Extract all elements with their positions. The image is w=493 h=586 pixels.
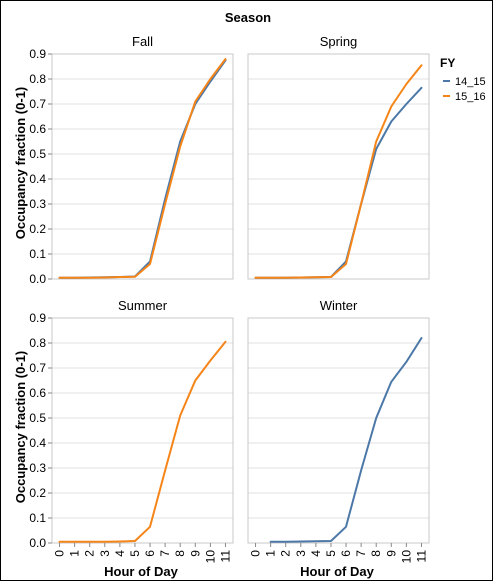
x-tick-label: 6 (143, 550, 157, 557)
x-tick-label: 9 (188, 550, 202, 557)
y-tick-label: 0.0 (29, 272, 46, 286)
panel-frame (51, 317, 234, 544)
x-tick-label: 5 (324, 550, 338, 557)
y-tick-label: 0.9 (29, 311, 46, 325)
series-line-15-16 (58, 58, 227, 279)
panel-title: Winter (320, 298, 358, 313)
x-axis-label-right: Hour of Day (300, 564, 374, 579)
x-tick-label: 7 (158, 550, 172, 557)
legend-title: FY (440, 56, 455, 70)
series-line-15-16 (58, 340, 227, 543)
y-tick-label: 0.9 (29, 47, 46, 61)
y-tick-label: 0.2 (29, 222, 46, 236)
y-tick-label: 0.7 (29, 97, 46, 111)
panel-frame (247, 53, 430, 280)
x-tick-label: 3 (98, 550, 112, 557)
x-tick-label: 4 (309, 550, 323, 557)
y-tick-label: 0.8 (29, 72, 46, 86)
panel-fall: Fall 0.0 0.1 0.2 0.3 0.4 0.5 0.6 0.7 0.8 0.9 (29, 34, 234, 286)
y-tick-label: 0.1 (29, 511, 46, 525)
x-tick-label: 2 (83, 550, 97, 557)
panel-title: Summer (118, 298, 168, 313)
panel-winter: Winter 0 1 2 3 4 5 6 7 8 9 10 11 (247, 298, 430, 564)
y-tick-label: 0.5 (29, 147, 46, 161)
x-tick-label: 8 (173, 550, 187, 557)
x-tick-label: 11 (218, 550, 232, 563)
x-tick-label: 9 (384, 550, 398, 557)
series-line-14-15 (269, 337, 423, 543)
x-tick-label: 7 (354, 550, 368, 557)
x-tick-label: 10 (203, 550, 217, 564)
x-tick-label: 0 (53, 550, 67, 557)
panel-title: Spring (320, 34, 358, 49)
facet-title: Season (225, 10, 271, 25)
series-line-14-15 (254, 86, 423, 279)
panel-spring: Spring (247, 34, 430, 280)
panel-frame (51, 53, 234, 280)
legend-label-14-15: 14_15 (455, 76, 486, 88)
panel-summer: Summer 0.0 0.1 0.2 0.3 0.4 0.5 0.6 0.7 0.8 0.9 0 1 2 3… (29, 298, 234, 564)
y-tick-label: 0.6 (29, 122, 46, 136)
y-tick-label: 0.1 (29, 247, 46, 261)
y-tick-label: 0.4 (29, 172, 46, 186)
panel-frame (247, 317, 430, 544)
x-tick-label: 2 (279, 550, 293, 557)
x-tick-label: 1 (264, 550, 278, 557)
y-axis-label-top: Occupancy fraction (0-1) (13, 87, 28, 239)
x-tick-label: 6 (339, 550, 353, 557)
y-axis-label-bottom: Occupancy fraction (0-1) (13, 351, 28, 503)
x-tick-label: 5 (128, 550, 142, 557)
x-tick-label: 10 (399, 550, 413, 564)
legend-label-15-16: 15_16 (455, 91, 486, 103)
panel-title: Fall (132, 34, 153, 49)
y-tick-label: 0.8 (29, 336, 46, 350)
y-tick-label: 0.3 (29, 197, 46, 211)
facet-panels: Fall 0.0 0.1 0.2 0.3 0.4 0.5 0.6 0.7 0.8 0.9 Spring… (29, 34, 430, 564)
y-tick-label: 0.2 (29, 486, 46, 500)
y-tick-label: 0.3 (29, 461, 46, 475)
x-tick-label: 0 (249, 550, 263, 557)
series-line-15-16 (254, 64, 423, 279)
x-tick-label: 11 (414, 550, 428, 563)
x-axis-label-left: Hour of Day (104, 564, 178, 579)
y-tick-label: 0.0 (29, 536, 46, 550)
y-tick-label: 0.6 (29, 386, 46, 400)
x-tick-label: 1 (68, 550, 82, 557)
x-tick-label: 3 (294, 550, 308, 557)
x-tick-label: 4 (113, 550, 127, 557)
y-tick-label: 0.4 (29, 436, 46, 450)
y-tick-label: 0.7 (29, 361, 46, 375)
x-tick-label: 8 (369, 550, 383, 557)
y-tick-label: 0.5 (29, 411, 46, 425)
